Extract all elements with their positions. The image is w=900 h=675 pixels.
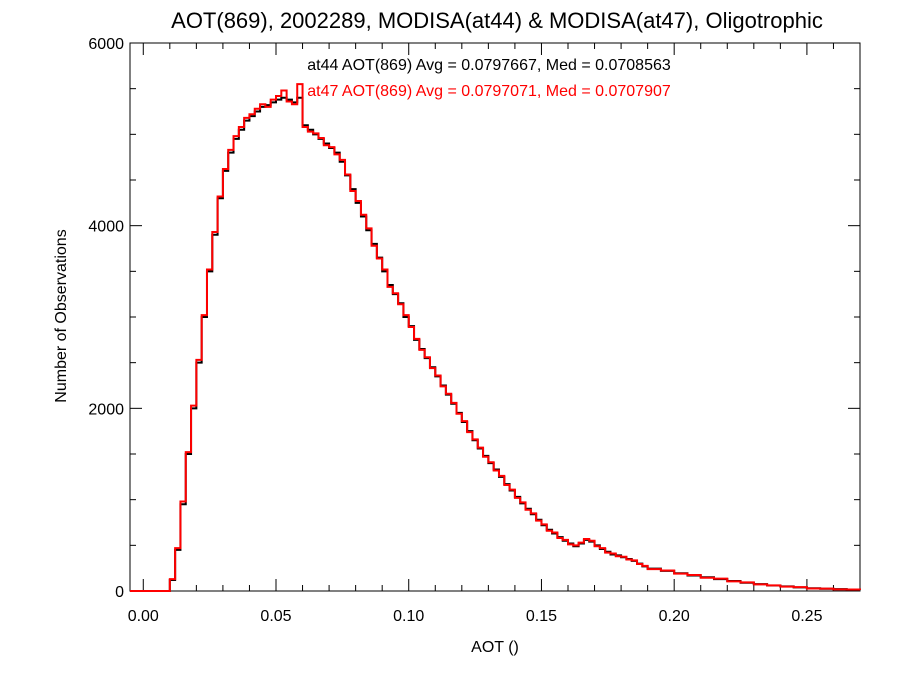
series-line-at44	[130, 96, 861, 592]
x-tick-label: 0.10	[393, 608, 424, 625]
x-tick-label: 0.25	[791, 608, 822, 625]
x-tick-label: 0.15	[526, 608, 557, 625]
x-axis: 0.00 0.05 0.10 0.15 0.20 0.25	[128, 43, 861, 625]
plot-frame	[129, 42, 861, 592]
y-tick-label: 2000	[88, 401, 124, 418]
y-tick-label: 4000	[88, 219, 124, 236]
annotation-at44: at44 AOT(869) Avg = 0.0797667, Med = 0.0…	[307, 57, 671, 74]
x-tick-label: 0.20	[659, 608, 690, 625]
x-tick-label: 0.00	[128, 608, 159, 625]
series-line-at47	[130, 83, 861, 592]
y-axis-label: Number of Observations	[53, 229, 70, 402]
x-tick-label: 0.05	[260, 608, 291, 625]
series-layer	[130, 83, 861, 592]
annotation-at47: at47 AOT(869) Avg = 0.0797071, Med = 0.0…	[307, 83, 671, 100]
y-axis: 0 2000 4000 6000	[88, 36, 860, 601]
chart-title: AOT(869), 2002289, MODISA(at44) & MODISA…	[171, 8, 823, 33]
x-axis-label: AOT ()	[471, 639, 519, 656]
y-tick-label: 6000	[88, 36, 124, 53]
y-tick-label: 0	[115, 584, 124, 601]
